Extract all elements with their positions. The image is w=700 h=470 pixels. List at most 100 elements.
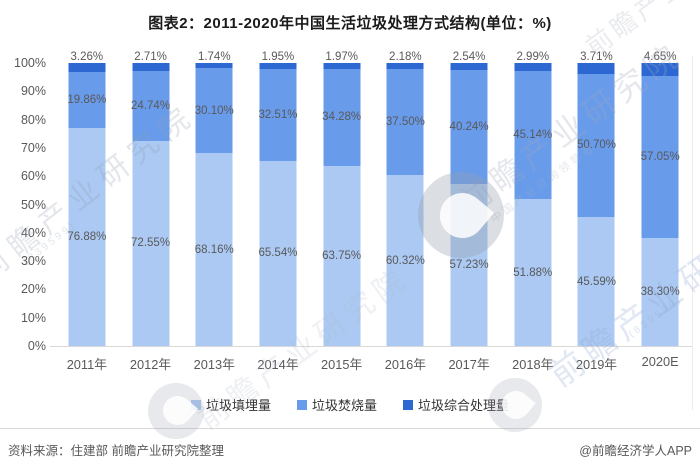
stacked-bar [195, 63, 233, 346]
legend-label: 垃圾焚烧量 [311, 398, 377, 413]
x-tick-label: 2020E [641, 354, 679, 369]
bar-segment-incineration [641, 76, 679, 238]
legend-label: 垃圾综合处理量 [418, 398, 510, 413]
data-label-landfill: 68.16% [194, 243, 234, 256]
stacked-bar [68, 63, 106, 346]
plot-right-border [692, 56, 693, 410]
x-tick-label: 2011年 [66, 357, 108, 372]
legend: 垃圾填埋量 垃圾焚烧量 垃圾综合处理量 [0, 395, 700, 414]
plot-area: 76.88% 19.86% 3.26% 2011年 72.55% 24.74% 2.71% 2… [55, 51, 692, 372]
legend-swatch-icon [403, 399, 413, 410]
bar-segment-landfill [132, 140, 170, 346]
bar-column: 38.30% 57.05% 4.65% 2020E [628, 51, 692, 369]
bar-segment-incineration [450, 70, 488, 185]
bar-segment-incineration [323, 68, 361, 166]
x-tick-label: 2019年 [575, 357, 618, 372]
bar-column: 68.16% 30.10% 1.74% 2013年 [182, 51, 246, 372]
chart-title: 图表2：2011-2020年中国生活垃圾处理方式结构(单位：%) [148, 15, 552, 32]
bar-segment-landfill [577, 216, 615, 346]
bar-segment-landfill [195, 153, 233, 346]
y-tick-label: 90% [20, 84, 46, 99]
legend-item-comprehensive: 垃圾综合处理量 [403, 395, 509, 414]
bar-column: 63.75% 34.28% 1.97% 2015年 [310, 51, 374, 372]
data-label-comprehensive: 1.95% [261, 51, 295, 63]
bar-column: 57.23% 40.24% 2.54% 2017年 [437, 51, 501, 372]
y-tick-label: 80% [20, 112, 46, 127]
bar-segment-incineration [259, 68, 297, 161]
footer-divider [0, 428, 700, 429]
data-label-comprehensive: 2.71% [134, 51, 167, 63]
bar-segment-comprehensive [641, 63, 679, 77]
y-tick-label: 40% [20, 225, 46, 240]
bar-segment-comprehensive [68, 63, 106, 73]
x-tick-label: 2016年 [384, 357, 426, 372]
bar-segment-incineration [577, 73, 615, 217]
bar-segment-landfill [259, 160, 297, 346]
stacked-bar [577, 63, 615, 346]
bar-segment-comprehensive [259, 63, 297, 69]
x-tick-label: 2018年 [512, 357, 554, 372]
data-label-incineration: 37.50% [385, 116, 425, 129]
data-label-landfill: 38.30% [640, 285, 680, 298]
stacked-bar [323, 63, 361, 346]
data-label-comprehensive: 1.74% [197, 51, 231, 63]
data-label-landfill: 45.59% [576, 275, 616, 288]
app-credit: @前瞻经济学人APP [579, 444, 692, 458]
y-tick-label: 60% [20, 169, 46, 184]
bar-segment-comprehensive [450, 63, 488, 71]
bar-segment-incineration [132, 70, 170, 141]
data-label-comprehensive: 1.97% [325, 51, 358, 63]
y-tick-label: 20% [20, 282, 46, 297]
data-label-incineration: 40.24% [449, 121, 489, 134]
data-label-landfill: 60.32% [385, 254, 425, 267]
data-label-comprehensive: 3.26% [70, 51, 104, 63]
bar-segment-comprehensive [577, 63, 615, 74]
data-label-landfill: 76.88% [67, 231, 107, 244]
bar-segment-landfill [514, 199, 552, 346]
bar-segment-comprehensive [132, 63, 170, 71]
bar-segment-landfill [641, 237, 679, 346]
y-tick-label: 0% [27, 339, 46, 353]
data-label-incineration: 34.28% [322, 111, 362, 124]
data-label-incineration: 19.86% [67, 94, 107, 107]
bar-segment-comprehensive [386, 63, 424, 70]
x-tick-label: 2013年 [193, 357, 235, 372]
y-tick-label: 50% [20, 197, 46, 212]
bar-column: 60.32% 37.50% 2.18% 2016年 [374, 51, 438, 372]
bar-segment-landfill [386, 175, 424, 346]
bar-column: 65.54% 32.51% 1.95% 2014年 [246, 51, 310, 372]
x-tick-label: 2017年 [448, 357, 490, 372]
legend-swatch-icon [296, 399, 307, 410]
data-label-incineration: 45.14% [513, 129, 553, 142]
stacked-bar [514, 63, 552, 346]
data-label-incineration: 30.10% [194, 104, 234, 117]
data-label-comprehensive: 2.18% [389, 51, 422, 63]
bar-segment-comprehensive [514, 63, 552, 72]
data-label-landfill: 57.23% [449, 259, 489, 272]
data-label-incineration: 32.51% [258, 108, 298, 121]
data-label-comprehensive: 2.99% [516, 51, 550, 63]
bar-segment-comprehensive [195, 63, 233, 68]
source-note: 资料来源：住建部 前瞻产业研究院整理 [8, 444, 224, 458]
stacked-bar [132, 63, 170, 346]
y-tick-label: 10% [20, 310, 46, 325]
x-tick-label: 2015年 [321, 357, 363, 372]
legend-label: 垃圾填埋量 [205, 398, 271, 413]
bar-segment-landfill [450, 184, 488, 346]
y-tick-label: 100% [14, 56, 46, 70]
data-label-comprehensive: 3.71% [580, 51, 613, 63]
bar-segment-incineration [514, 71, 552, 200]
stacked-bar [386, 63, 424, 346]
stacked-bar [259, 63, 297, 346]
x-tick-label: 2014年 [257, 357, 299, 372]
data-label-landfill: 51.88% [513, 266, 553, 279]
bar-segment-incineration [195, 67, 233, 154]
bar-column: 72.55% 24.74% 2.71% 2012年 [119, 51, 183, 372]
bar-segment-landfill [323, 165, 361, 346]
data-label-landfill: 63.75% [322, 249, 362, 262]
bar-column: 45.59% 50.70% 3.71% 2019年 [565, 51, 629, 372]
legend-swatch-icon [190, 399, 201, 410]
data-label-incineration: 24.74% [131, 99, 171, 112]
x-tick-label: 2012年 [129, 357, 172, 372]
y-tick-label: 30% [20, 254, 46, 269]
